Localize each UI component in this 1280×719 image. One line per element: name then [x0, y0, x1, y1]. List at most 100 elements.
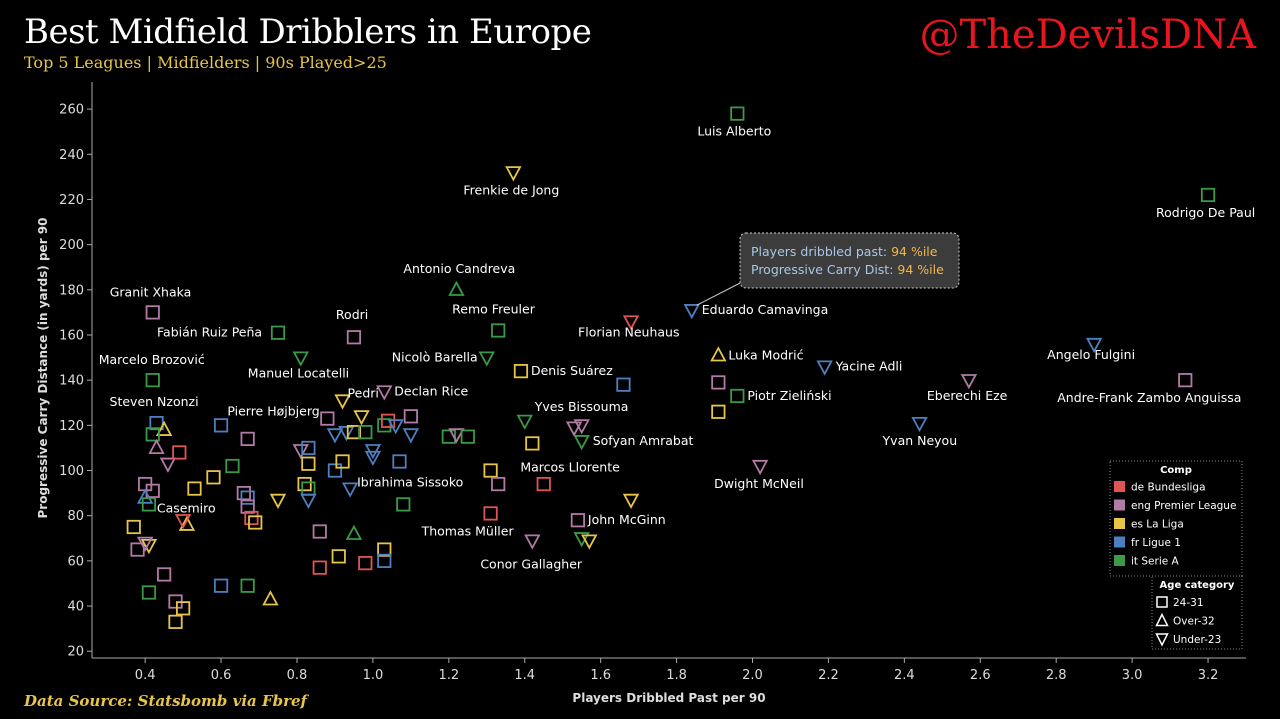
data-point: [159, 457, 177, 473]
y-tick-label: 160: [59, 328, 84, 343]
data-point: [730, 106, 745, 121]
y-tick-label: 80: [67, 509, 84, 524]
data-point: [573, 419, 590, 435]
data-point: [292, 444, 309, 460]
point-label: Frenkie de Jong: [463, 182, 559, 197]
point-label: Sofyan Amrabat: [593, 433, 694, 448]
data-point: [358, 556, 373, 571]
point-label: Yvan Neyou: [882, 433, 958, 448]
data-point: [262, 590, 279, 606]
y-tick-label: 100: [59, 464, 84, 479]
author-handle: @TheDevilsDNA: [919, 12, 1256, 58]
data-point: [155, 420, 173, 436]
data-point: [248, 515, 263, 530]
data-points: [126, 106, 1216, 629]
tooltip-leader-line: [696, 279, 747, 306]
data-point: [326, 428, 344, 444]
x-tick-label: 3.2: [1198, 668, 1219, 683]
data-point: [960, 374, 978, 390]
y-tick-label: 120: [59, 419, 84, 434]
data-point: [157, 567, 172, 582]
data-point: [149, 415, 164, 431]
data-point: [377, 542, 392, 557]
legend-comp-swatch: [1114, 518, 1125, 529]
legend-comp-label: eng Premier League: [1131, 500, 1236, 512]
point-label: Pedri: [348, 385, 379, 400]
data-point: [300, 493, 317, 509]
point-label: Yacine Adli: [835, 359, 903, 374]
data-point: [622, 493, 640, 509]
x-tick-label: 1.8: [666, 668, 687, 683]
x-tick-label: 2.4: [894, 668, 915, 683]
data-point: [244, 510, 259, 526]
data-point: [270, 325, 286, 340]
legend-age-shape: [1155, 612, 1169, 627]
legend-comp-swatch: [1114, 536, 1125, 548]
y-ticks: 20 40 60 80 100 120 140 160 180 200 220 240 260: [59, 103, 92, 660]
data-point: [145, 305, 160, 320]
point-label: Remo Freuler: [452, 301, 536, 316]
legend-comp-label: fr Ligue 1: [1131, 537, 1181, 549]
data-point: [297, 476, 312, 492]
data-point: [364, 444, 382, 460]
point-label: Nicolò Barella: [392, 350, 478, 365]
point-label: Casemiro: [157, 501, 216, 516]
y-tick-label: 180: [59, 283, 84, 298]
data-point: [140, 538, 158, 555]
data-point: [301, 456, 316, 471]
point-label: John McGinn: [587, 512, 666, 527]
data-point: [516, 414, 533, 430]
data-point: [478, 351, 495, 367]
legend-comp-label: es La Liga: [1131, 519, 1184, 531]
data-point: [145, 427, 160, 442]
x-tick-label: 0.8: [287, 668, 308, 683]
data-point: [338, 426, 355, 442]
data-point: [240, 431, 255, 446]
data-point: [312, 524, 327, 539]
data-point: [174, 514, 192, 530]
data-point: [1178, 373, 1193, 388]
data-point: [145, 373, 160, 388]
legend-age-shape: [1155, 633, 1169, 647]
data-point: [525, 436, 540, 451]
point-label: Steven Nzonzi: [110, 394, 199, 409]
legend-age-box: [1151, 575, 1243, 650]
point-label: Rodrigo De Paul: [1156, 205, 1255, 220]
data-point: [448, 280, 465, 296]
y-tick-label: 60: [67, 554, 84, 569]
data-point: [172, 445, 187, 460]
data-point: [483, 463, 498, 478]
data-point: [345, 524, 363, 540]
axes: [91, 82, 1246, 659]
data-point: [320, 411, 335, 426]
data-point: [236, 486, 251, 501]
data-point: [130, 542, 145, 557]
legend-comp-swatch: [1114, 481, 1125, 492]
tooltip: Players dribbled past: 94 %ile Progressi…: [696, 232, 960, 306]
legend-comp-label: it Serie A: [1131, 556, 1180, 568]
point-label: Rodri: [336, 307, 368, 322]
data-point: [448, 428, 465, 444]
point-label: Yves Bissouma: [534, 399, 629, 414]
data-point: [565, 421, 583, 437]
data-point: [711, 404, 726, 419]
data-point: [126, 519, 141, 535]
y-tick-label: 140: [59, 374, 84, 389]
data-point: [683, 304, 700, 320]
legend-age-title: Age category: [1160, 580, 1235, 591]
data-source: Data Source: Statsbomb via Fbref: [24, 692, 308, 710]
legend-age-label: Over-32: [1173, 616, 1215, 628]
y-tick-label: 240: [59, 148, 84, 163]
data-point: [136, 536, 154, 552]
data-point: [491, 476, 506, 492]
point-label: Luis Alberto: [697, 124, 771, 139]
chart-subtitle: Top 5 Leagues | Midfielders | 90s Played…: [24, 53, 387, 72]
x-tick-label: 0.4: [135, 668, 156, 683]
x-axis-label: Players Dribbled Past per 90: [572, 691, 765, 705]
data-point: [141, 585, 157, 600]
data-point: [616, 377, 631, 392]
data-point: [301, 481, 316, 496]
data-point: [178, 515, 196, 531]
x-tick-label: 1.2: [438, 668, 459, 683]
